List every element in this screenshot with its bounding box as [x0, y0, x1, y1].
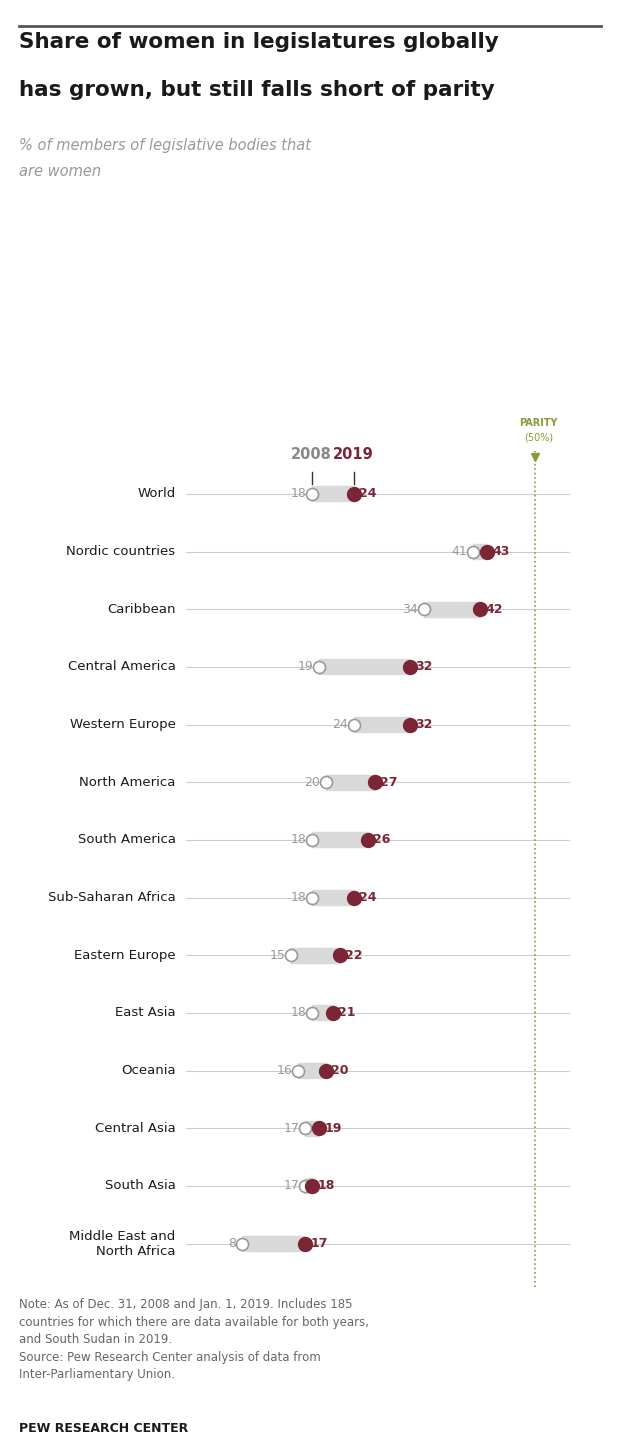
- Point: [307, 829, 317, 852]
- Text: Nordic countries: Nordic countries: [66, 545, 175, 558]
- Text: 22: 22: [345, 949, 363, 961]
- Point: [328, 1002, 338, 1025]
- Text: 24: 24: [360, 487, 377, 500]
- Text: PEW RESEARCH CENTER: PEW RESEARCH CENTER: [19, 1422, 188, 1435]
- Point: [286, 944, 296, 967]
- Point: [307, 1002, 317, 1025]
- Point: [321, 1059, 330, 1082]
- Text: Sub-Saharan Africa: Sub-Saharan Africa: [48, 891, 175, 904]
- Text: South Asia: South Asia: [105, 1179, 175, 1192]
- Text: 42: 42: [485, 603, 503, 616]
- Text: 32: 32: [415, 660, 433, 673]
- Text: 2008: 2008: [291, 448, 332, 462]
- Point: [300, 1117, 310, 1140]
- Point: [307, 1175, 317, 1198]
- Point: [349, 483, 359, 506]
- Text: 19: 19: [298, 660, 313, 673]
- Point: [405, 656, 415, 679]
- Point: [321, 771, 330, 794]
- Point: [293, 1059, 303, 1082]
- Text: Share of women in legislatures globally: Share of women in legislatures globally: [19, 32, 498, 52]
- Text: 18: 18: [290, 891, 306, 904]
- Text: 20: 20: [304, 776, 320, 788]
- Text: 43: 43: [492, 545, 510, 558]
- Text: Oceania: Oceania: [121, 1064, 175, 1077]
- Point: [474, 598, 484, 621]
- Point: [405, 712, 415, 736]
- Point: [307, 483, 317, 506]
- Text: 32: 32: [415, 718, 433, 731]
- Text: 17: 17: [283, 1121, 299, 1134]
- Text: 18: 18: [290, 1006, 306, 1019]
- Text: Eastern Europe: Eastern Europe: [74, 949, 175, 961]
- Point: [300, 1232, 310, 1255]
- Text: Middle East and
North Africa: Middle East and North Africa: [69, 1230, 175, 1258]
- Point: [482, 539, 492, 563]
- Point: [314, 656, 324, 679]
- Point: [467, 539, 477, 563]
- Text: % of members of legislative bodies that: % of members of legislative bodies that: [19, 138, 311, 153]
- Text: 16: 16: [277, 1064, 292, 1077]
- Text: are women: are women: [19, 164, 100, 179]
- Point: [363, 829, 373, 852]
- Text: (50%): (50%): [524, 432, 553, 442]
- Text: Note: As of Dec. 31, 2008 and Jan. 1, 2019. Includes 185
countries for which the: Note: As of Dec. 31, 2008 and Jan. 1, 20…: [19, 1298, 369, 1381]
- Text: 24: 24: [332, 718, 348, 731]
- Point: [300, 1175, 310, 1198]
- Text: 24: 24: [360, 891, 377, 904]
- Text: Central Asia: Central Asia: [95, 1121, 175, 1134]
- Text: 17: 17: [311, 1237, 328, 1250]
- Text: North America: North America: [79, 776, 175, 788]
- Point: [370, 771, 379, 794]
- Point: [307, 885, 317, 909]
- Text: 15: 15: [269, 949, 285, 961]
- Text: 2019: 2019: [334, 448, 374, 462]
- Text: 27: 27: [380, 776, 398, 788]
- Text: 34: 34: [402, 603, 418, 616]
- Text: Caribbean: Caribbean: [107, 603, 175, 616]
- Text: 8: 8: [228, 1237, 236, 1250]
- Text: Central America: Central America: [68, 660, 175, 673]
- Text: 26: 26: [373, 833, 391, 846]
- Point: [418, 598, 428, 621]
- Text: 20: 20: [331, 1064, 349, 1077]
- Text: has grown, but still falls short of parity: has grown, but still falls short of pari…: [19, 80, 494, 100]
- Point: [335, 944, 345, 967]
- Text: Western Europe: Western Europe: [69, 718, 175, 731]
- Text: 41: 41: [451, 545, 467, 558]
- Point: [314, 1117, 324, 1140]
- Text: 17: 17: [283, 1179, 299, 1192]
- Point: [349, 885, 359, 909]
- Text: 19: 19: [324, 1121, 342, 1134]
- Text: 21: 21: [339, 1006, 356, 1019]
- Text: World: World: [137, 487, 175, 500]
- Point: [237, 1232, 247, 1255]
- Point: [349, 712, 359, 736]
- Text: 18: 18: [290, 487, 306, 500]
- Text: East Asia: East Asia: [115, 1006, 175, 1019]
- Text: PARITY: PARITY: [520, 417, 558, 427]
- Text: South America: South America: [78, 833, 175, 846]
- Text: 18: 18: [290, 833, 306, 846]
- Text: 18: 18: [317, 1179, 335, 1192]
